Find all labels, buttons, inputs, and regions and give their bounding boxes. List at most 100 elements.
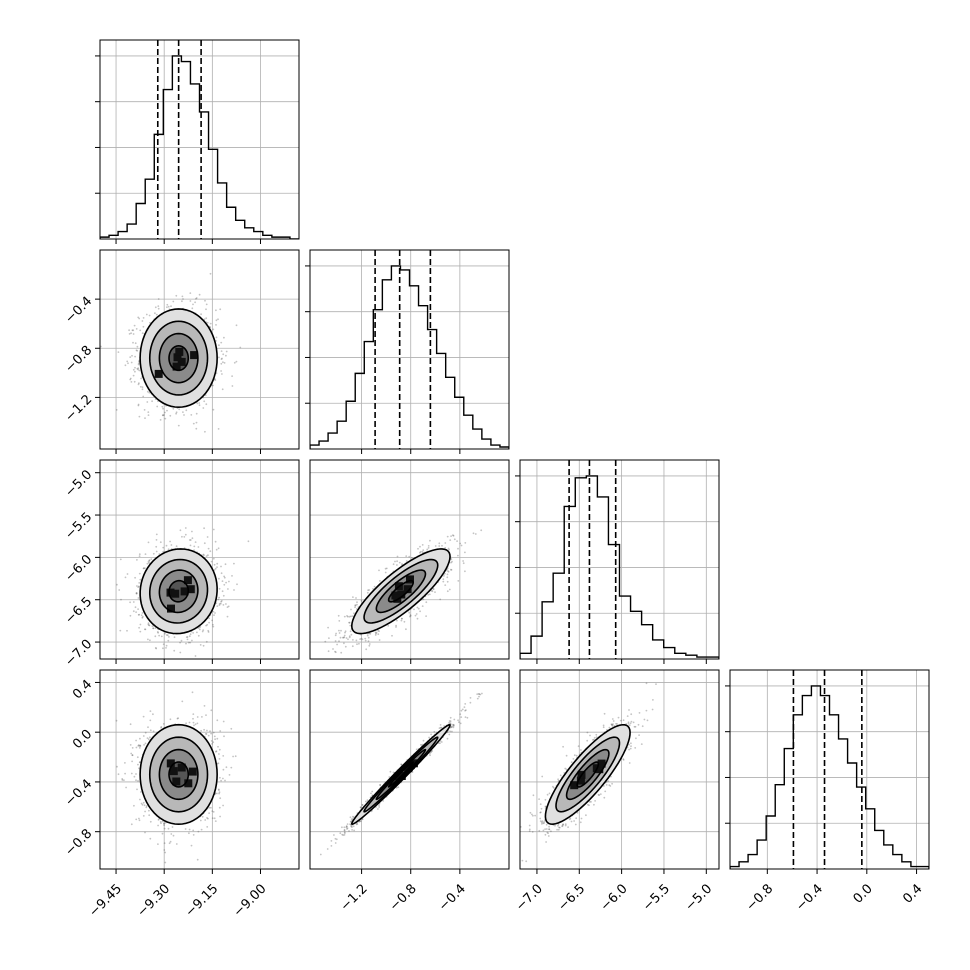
- y-tick-label: 0.0: [70, 727, 95, 752]
- density-peak-cell: [177, 357, 186, 366]
- density-peak-cell: [171, 589, 180, 598]
- histogram-steps: [310, 265, 509, 449]
- panel-border: [99, 39, 300, 240]
- y-tick-label: −7.0: [62, 637, 95, 670]
- contour-line: [544, 723, 631, 825]
- x-tick-label: −9.00: [231, 881, 270, 920]
- density-peak-cell: [183, 576, 192, 585]
- x-tick-label: −1.2: [338, 881, 371, 914]
- panel-border: [309, 669, 510, 870]
- contour-line: [576, 761, 600, 788]
- panel-border: [99, 249, 300, 450]
- histogram-panel-p2: [310, 250, 509, 449]
- density-peak-cell: [166, 759, 175, 768]
- density-peak-cell: [397, 590, 406, 599]
- contour-line: [168, 761, 190, 788]
- x-tick-label: 0.4: [900, 881, 925, 906]
- histogram-steps: [520, 475, 719, 659]
- contour-line: [387, 761, 415, 788]
- x-tick-label: −0.4: [436, 881, 469, 914]
- contour-line: [158, 332, 199, 384]
- contour-line: [555, 736, 621, 813]
- density-peak-cell: [595, 765, 604, 774]
- density-peak-cell: [188, 767, 197, 776]
- y-tick-label: −6.0: [62, 552, 95, 585]
- contour-line: [363, 736, 439, 813]
- x-tick-label: −6.5: [555, 881, 588, 914]
- contour-line: [363, 558, 439, 624]
- x-tick-label: −0.4: [793, 881, 826, 914]
- y-tick-label: 0.4: [70, 677, 95, 702]
- y-tick-label: −5.0: [62, 467, 95, 500]
- density-peak-cell: [184, 779, 193, 788]
- density-peak-cell: [166, 588, 175, 597]
- joint-panel-p1-p3: [100, 460, 299, 659]
- y-tick-label: −1.2: [62, 392, 95, 425]
- contour-line: [148, 736, 209, 813]
- panel-border: [309, 249, 510, 450]
- panel-border: [729, 669, 930, 870]
- contour-line: [139, 308, 218, 409]
- panel-border: [99, 669, 300, 870]
- joint-panel-p2-p4: [310, 670, 509, 869]
- contour-line: [139, 548, 218, 635]
- density-peak-cell: [177, 763, 186, 772]
- y-tick-label: −0.8: [62, 826, 95, 859]
- y-tick-label: −0.8: [62, 343, 95, 376]
- contour-line: [387, 579, 414, 603]
- x-tick-label: −0.8: [387, 881, 420, 914]
- density-peak-cell: [597, 759, 606, 768]
- histogram-steps: [100, 55, 299, 239]
- contour-line: [350, 723, 451, 826]
- x-tick-label: −9.45: [86, 881, 125, 920]
- contour-line: [565, 748, 610, 801]
- density-peak-cell: [180, 587, 189, 596]
- contour-line: [375, 569, 427, 614]
- joint-panel-p2-p3: [310, 460, 509, 659]
- y-tick-label: −0.4: [62, 294, 95, 327]
- x-tick-label: −6.0: [598, 881, 631, 914]
- contour-line: [139, 723, 218, 826]
- histogram-panel-p4: [730, 670, 929, 869]
- density-peak-cell: [167, 604, 175, 613]
- density-peak-cell: [190, 351, 199, 360]
- x-tick-label: −5.0: [682, 881, 715, 914]
- x-tick-label: 0.0: [851, 881, 876, 906]
- x-tick-label: −7.0: [513, 881, 546, 914]
- density-peak-cell: [406, 575, 414, 584]
- density-peak-cell: [172, 362, 181, 371]
- contour-line: [375, 748, 427, 801]
- contour-line: [148, 558, 209, 624]
- density-peak-cell: [570, 781, 579, 790]
- x-tick-label: −0.8: [743, 881, 776, 914]
- contour-line: [168, 345, 190, 372]
- y-tick-label: −5.5: [62, 510, 95, 543]
- x-tick-label: −9.15: [183, 881, 222, 920]
- histogram-panel-p3: [520, 460, 719, 659]
- density-peak-cell: [172, 777, 181, 786]
- histogram-panel-p1: [100, 40, 299, 239]
- density-peak-cell: [403, 585, 412, 594]
- panel-border: [309, 459, 510, 660]
- contour-line: [158, 748, 199, 801]
- y-tick-label: −0.4: [62, 777, 95, 810]
- density-peak-cell: [175, 347, 184, 356]
- x-tick-label: −5.5: [640, 881, 673, 914]
- contour-line: [168, 579, 190, 603]
- y-tick-label: −6.5: [62, 594, 95, 627]
- panel-border: [519, 459, 720, 660]
- contour-line: [158, 569, 199, 614]
- density-peak-cell: [173, 353, 182, 362]
- contour-line: [148, 320, 209, 396]
- density-peak-cell: [169, 767, 178, 776]
- joint-panel-p3-p4: [520, 670, 719, 869]
- panel-border: [519, 669, 720, 870]
- panel-border: [99, 459, 300, 660]
- density-peak-cell: [576, 776, 585, 785]
- x-tick-label: −9.30: [134, 881, 173, 920]
- joint-panel-p1-p2: [100, 250, 299, 449]
- density-peak-cell: [154, 369, 163, 378]
- histogram-steps: [730, 685, 929, 869]
- joint-panel-p1-p4: [100, 670, 299, 869]
